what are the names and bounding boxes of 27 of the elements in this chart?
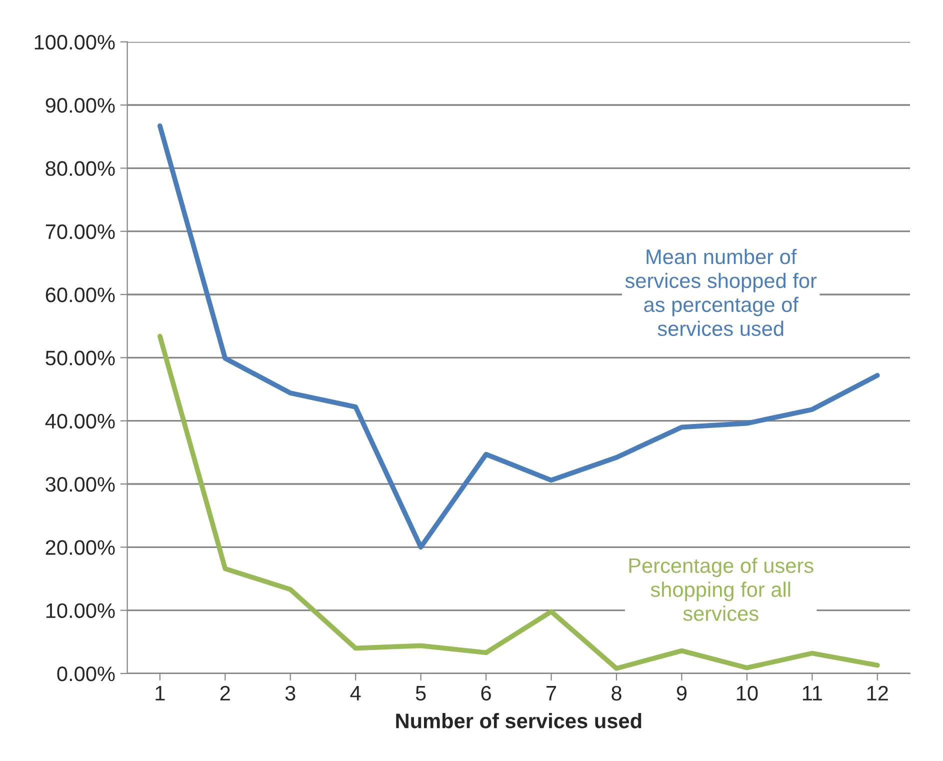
x-tick-label: 1: [156, 686, 165, 700]
x-tick-label: 10: [736, 686, 758, 701]
line-series: [157, 123, 880, 550]
x-tick-label: 9: [676, 686, 687, 701]
y-tick-label: 40.00%: [45, 414, 115, 429]
x-tick-label: 3: [285, 686, 296, 701]
series-label: Percentage of users shopping for all services: [629, 558, 814, 621]
y-tick-label: 0.00%: [57, 666, 115, 682]
x-tick-label: 11: [802, 686, 822, 700]
y-tick-label: 10.00%: [46, 603, 115, 618]
x-axis-title: Number of services used: [396, 713, 642, 728]
y-tick-label: 70.00%: [46, 224, 115, 240]
x-tick-label: 7: [546, 686, 556, 700]
y-tick-label: 90.00%: [46, 98, 115, 113]
y-tick-label: 60.00%: [46, 288, 115, 302]
y-tick-label: 80.00%: [46, 161, 115, 176]
x-tick-label: 2: [220, 686, 230, 700]
x-tick-label: 6: [481, 686, 491, 701]
x-tick-label: 12: [867, 686, 888, 700]
y-tick-label: 100.00%: [34, 34, 115, 50]
x-tick-label: 5: [416, 686, 426, 701]
y-tick-label: 20.00%: [46, 540, 115, 555]
x-tick-label: 8: [612, 686, 622, 701]
y-tick-label: 50.00%: [46, 350, 115, 366]
y-tick-label: 30.00%: [46, 476, 115, 492]
x-tick-label: 4: [350, 686, 361, 700]
text: Mean number of services shopped for as percentage of services used: [625, 248, 817, 336]
